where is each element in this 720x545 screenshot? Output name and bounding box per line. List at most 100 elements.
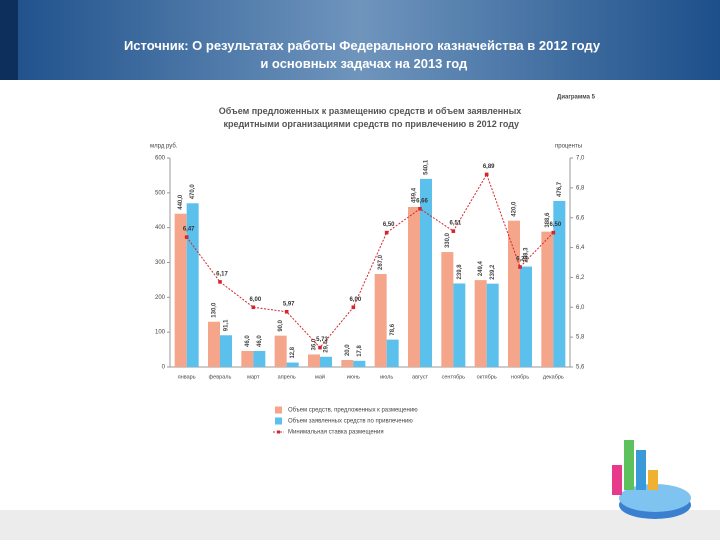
decor-icon (612, 440, 691, 519)
bar-value-label: 249,4 (478, 260, 484, 276)
header-title: Источник: О результатах работы Федеральн… (124, 38, 601, 71)
bar (474, 280, 487, 367)
x-tick-label: ноябрь (511, 374, 529, 380)
rate-point (284, 309, 289, 314)
x-tick-label: октябрь (477, 374, 497, 380)
bar (320, 356, 332, 367)
bar (286, 362, 299, 367)
x-tick-label: сентябрь (442, 374, 466, 380)
rate-point (418, 206, 422, 211)
bar (553, 200, 566, 367)
bar-value-label: 440,0 (178, 194, 184, 210)
x-tick-label: январь (178, 374, 196, 380)
y2-tick-label: 6,8 (576, 185, 585, 191)
bar (253, 350, 266, 367)
y-tick-label: 300 (155, 260, 166, 266)
bar (308, 354, 320, 367)
legend-swatch (275, 406, 282, 414)
bar-value-label: 476,7 (557, 181, 563, 197)
x-tick-label: август (412, 374, 428, 380)
rate-value-label: 6,00 (249, 297, 261, 303)
y-tick-label: 0 (162, 365, 166, 371)
legend-swatch (277, 430, 280, 434)
rate-value-label: 6,66 (416, 198, 428, 204)
chart-subtitle: Диаграмма 5 (557, 95, 596, 101)
y-tick-label: 400 (155, 225, 166, 231)
bar-value-label: 540,1 (424, 159, 430, 175)
bar-value-label: 78,6 (390, 323, 396, 335)
bar-value-label: 288,3 (524, 247, 530, 263)
chart-title: Объем предложенных к размещению средств … (219, 106, 522, 129)
rate-point (551, 230, 556, 235)
header-edge (0, 0, 18, 80)
bar-value-label: 46,0 (245, 335, 251, 347)
rate-value-label: 6,89 (483, 164, 495, 170)
rate-value-label: 5,97 (283, 301, 295, 307)
rate-point (451, 229, 456, 233)
footer-bar (0, 510, 720, 540)
y2-tick-label: 6,4 (576, 245, 585, 251)
bar-value-label: 420,0 (512, 201, 518, 217)
y2-tick-label: 5,8 (576, 335, 585, 341)
y-tick-label: 500 (155, 190, 166, 196)
rate-point (484, 172, 489, 177)
rate-value-label: 6,50 (549, 222, 561, 228)
bar-value-label: 388,6 (545, 212, 551, 228)
bar (508, 220, 520, 367)
rate-value-label: 6,50 (383, 222, 395, 228)
bar-value-label: 267,0 (378, 254, 384, 270)
bar (208, 321, 220, 367)
rate-point (351, 305, 356, 310)
bar-value-label: 459,4 (412, 187, 418, 203)
rate-value-label: 6,17 (216, 271, 228, 277)
rate-point (384, 230, 389, 235)
legend-label: Объем заявленных средств по привлечению (288, 419, 413, 425)
bar (541, 231, 554, 367)
bar-value-label: 239,8 (457, 264, 463, 280)
x-tick-label: июль (380, 374, 393, 380)
x-tick-label: март (247, 374, 260, 380)
bar (386, 339, 399, 367)
y2-tick-label: 5,6 (576, 365, 585, 371)
x-tick-label: июнь (347, 374, 360, 380)
legend-label: Минимальная ставка размещения (288, 430, 384, 436)
rate-point (518, 265, 522, 269)
x-tick-label: май (315, 373, 325, 380)
bar-value-label: 12,8 (290, 346, 296, 358)
rate-value-label: 6,00 (349, 297, 361, 303)
rate-value-label: 5,73 (316, 337, 328, 343)
bar-value-label: 46,0 (257, 335, 263, 347)
x-tick-label: февраль (209, 374, 232, 380)
bar (341, 360, 354, 367)
bar (420, 178, 432, 367)
bar (174, 213, 187, 367)
bar (453, 283, 466, 367)
y-tick-label: 100 (155, 330, 166, 336)
rate-value-label: 6,27 (516, 257, 528, 263)
bar-value-label: 239,2 (490, 264, 496, 280)
rate-point (251, 305, 256, 310)
bar (441, 252, 454, 367)
rate-value-label: 6,51 (449, 221, 461, 227)
bar (374, 273, 387, 367)
bar (408, 206, 420, 367)
y-tick-label: 600 (155, 156, 166, 162)
bar (486, 283, 499, 367)
y2-tick-label: 6,6 (576, 215, 585, 221)
rate-value-label: 6,47 (183, 227, 195, 233)
bar-value-label: 29,4 (324, 340, 330, 352)
x-tick-label: декабрь (543, 374, 564, 380)
rate-point (184, 235, 189, 239)
y2-tick-label: 7,0 (576, 156, 585, 162)
y-tick-label: 200 (155, 295, 166, 301)
bar-value-label: 130,0 (212, 302, 218, 318)
bar (274, 335, 287, 367)
bar (353, 360, 366, 367)
legend-swatch (275, 417, 282, 425)
legend-label: Объем средств, предложенных к размещению (288, 408, 418, 414)
bar-value-label: 17,8 (357, 344, 363, 356)
bar-value-label: 36,0 (312, 338, 318, 350)
bar-value-label: 20,0 (345, 344, 351, 356)
bar (186, 203, 199, 367)
